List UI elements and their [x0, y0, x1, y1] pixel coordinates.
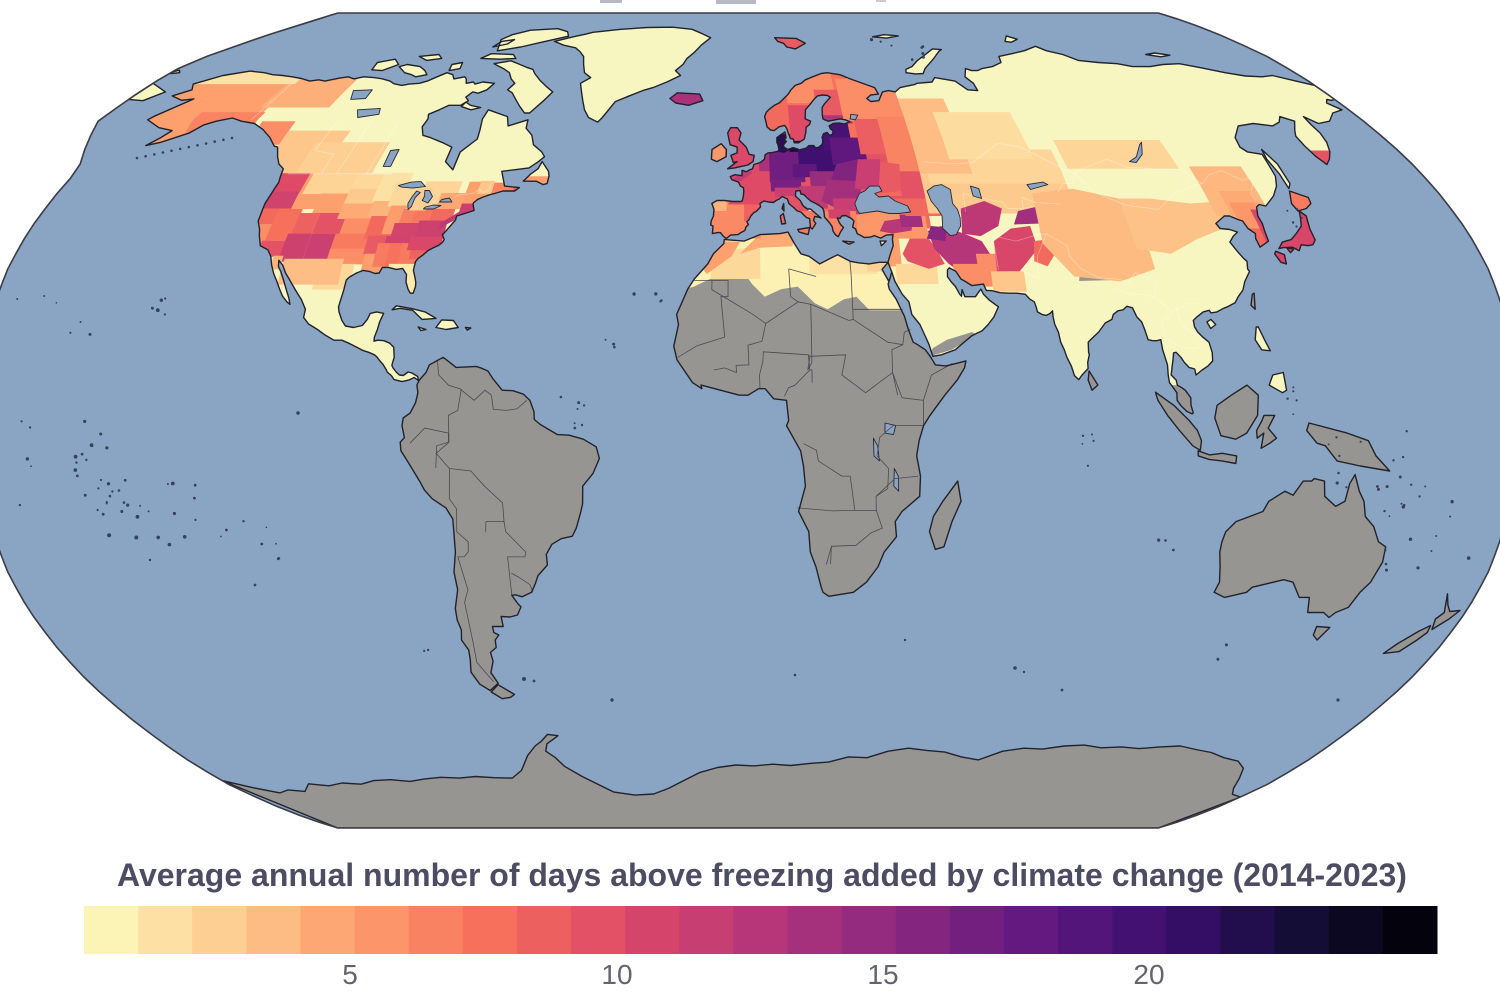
- svg-text:5: 5: [342, 959, 358, 990]
- svg-text:Average annual number of days: Average annual number of days above free…: [117, 857, 1407, 893]
- svg-text:15: 15: [867, 959, 898, 990]
- svg-text:10: 10: [601, 959, 632, 990]
- svg-text:20: 20: [1133, 959, 1164, 990]
